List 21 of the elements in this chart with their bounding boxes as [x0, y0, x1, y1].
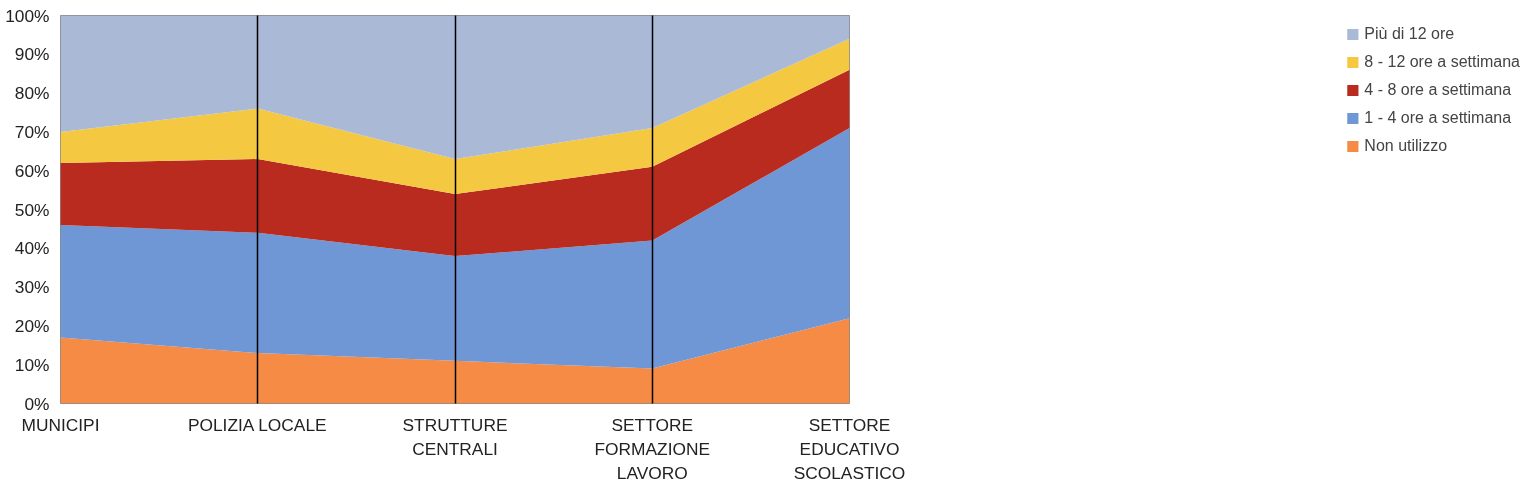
legend-label: 8 - 12 ore a settimana — [1364, 53, 1520, 71]
x-tick-label: SETTORE FORMAZIONE LAVORO — [594, 414, 711, 483]
y-tick-label: 90% — [14, 44, 50, 65]
legend-label: 1 - 4 ore a settimana — [1364, 109, 1512, 127]
y-tick-label: 100% — [5, 5, 50, 26]
x-tick-label: STRUTTURE CENTRALI — [402, 414, 508, 459]
y-tick-label: 20% — [14, 315, 50, 336]
y-tick-label: 80% — [14, 83, 50, 104]
x-tick-label: SETTORE EDUCATIVO SCOLASTICO — [793, 414, 906, 483]
legend-label: Più di 12 ore — [1364, 25, 1455, 43]
y-tick-label: 40% — [14, 238, 50, 259]
y-tick-label: 30% — [14, 277, 50, 298]
y-tick-label: 70% — [14, 121, 50, 142]
y-tick-label: 10% — [14, 354, 50, 375]
x-tick-label: MUNICIPI — [21, 414, 100, 435]
legend-label: 4 - 8 ore a settimana — [1364, 81, 1512, 99]
legend-label: Non utilizzo — [1364, 137, 1448, 155]
y-tick-label: 50% — [14, 199, 50, 220]
x-tick-label: POLIZIA LOCALE — [187, 414, 327, 435]
y-tick-label: 0% — [24, 393, 50, 414]
y-tick-label: 60% — [14, 160, 50, 181]
